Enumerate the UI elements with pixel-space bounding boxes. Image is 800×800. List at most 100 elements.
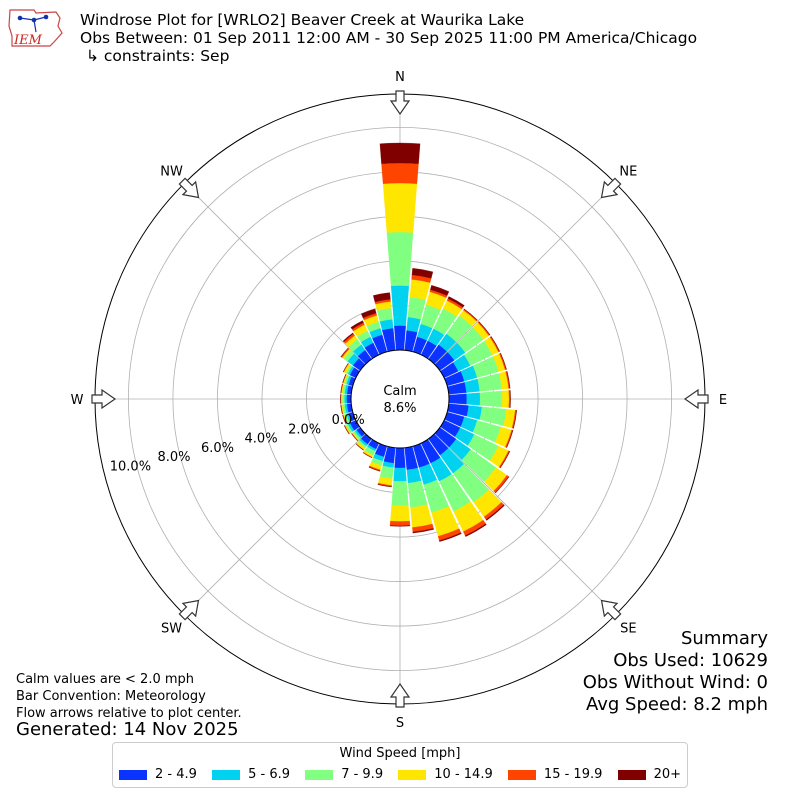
wind-bar: [464, 378, 480, 393]
summary-avg-speed: Avg Speed: 8.2 mph: [586, 694, 768, 715]
wind-bar: [501, 390, 510, 408]
legend-swatch: [305, 769, 334, 780]
grid-spoke: [184, 183, 366, 365]
legend-label: 7 - 9.9: [341, 767, 384, 782]
wind-bar: [430, 285, 450, 296]
wind-bar: [362, 452, 373, 459]
wind-bar: [411, 268, 434, 279]
compass-label: E: [719, 393, 727, 408]
wind-bar: [361, 308, 377, 319]
legend-label: 20+: [653, 767, 681, 782]
wind-bar: [390, 285, 410, 326]
wind-bar: [509, 390, 511, 408]
calm-note: Calm values are < 2.0 mph: [16, 672, 195, 687]
flow-arrow-icon: [600, 177, 622, 199]
wind-bar: [412, 528, 434, 534]
compass-label: SW: [161, 621, 182, 636]
wind-bar: [389, 520, 411, 527]
legend-label: 10 - 14.9: [434, 767, 493, 782]
wind-bar: [340, 347, 349, 358]
wind-bar: [390, 505, 410, 522]
legend-swatch: [398, 769, 427, 780]
radial-tick-label: 10.0%: [110, 459, 151, 474]
wind-bar: [341, 394, 345, 404]
grid-spoke: [184, 433, 366, 615]
radial-tick-label: 4.0%: [245, 432, 278, 447]
wind-bar: [391, 480, 409, 507]
legend: Wind Speed [mph] 2 - 4.9 5 - 6.9 7 - 9.9 10…: [112, 742, 688, 788]
chart-title: Windrose Plot for [WRLO2] Beaver Creek a…: [80, 11, 525, 29]
calm-value: 8.6%: [383, 401, 416, 416]
compass-label: N: [395, 70, 405, 85]
wind-bar: [394, 447, 406, 469]
wind-bar: [406, 316, 421, 333]
wind-bar: [506, 371, 511, 389]
compass-label: NE: [619, 165, 637, 180]
radial-tick-label: 0.0%: [332, 413, 365, 428]
wind-bar: [340, 404, 343, 415]
legend-swatch: [617, 769, 646, 780]
wind-bar: [409, 279, 431, 301]
grid-spoke: [434, 433, 616, 615]
wind-bar: [342, 332, 354, 343]
wind-bar: [463, 308, 478, 321]
legend-label: 2 - 4.9: [155, 767, 197, 782]
grid-circle: [127, 126, 673, 672]
wind-bar: [346, 394, 352, 404]
legend-item: 20+: [617, 767, 681, 782]
wind-bar: [512, 410, 517, 429]
wind-bar: [464, 523, 487, 537]
wind-bar: [406, 467, 422, 484]
wind-bar: [379, 142, 421, 164]
wind-bar: [410, 504, 433, 528]
legend-item: 7 - 9.9: [305, 767, 383, 782]
wind-bar: [478, 321, 491, 336]
compass-label: SE: [620, 621, 636, 636]
wind-bar: [379, 465, 394, 479]
wind-bar: [394, 325, 406, 351]
legend-item: 15 - 19.9: [507, 767, 602, 782]
flow-arrow-icon: [600, 599, 622, 621]
flow-arrows-note: Flow arrows relative to plot center.: [16, 706, 242, 721]
wind-bar: [343, 425, 350, 435]
summary-obs-without-wind: Obs Without Wind: 0: [582, 672, 768, 693]
bar-convention-note: Bar Convention: Meteorology: [16, 689, 206, 704]
wind-bar: [351, 433, 358, 442]
calm-label: Calm: [383, 384, 416, 399]
flow-arrow-icon: [389, 90, 411, 116]
wind-bar: [485, 504, 505, 521]
legend-item: 5 - 6.9: [212, 767, 290, 782]
wind-bar: [389, 525, 411, 527]
wind-bar: [439, 532, 462, 542]
wind-bar: [377, 483, 392, 488]
legend-item: 10 - 14.9: [398, 767, 493, 782]
compass-label: NW: [160, 165, 183, 180]
legend-label: 5 - 6.9: [248, 767, 290, 782]
flow-arrow-icon: [178, 177, 200, 199]
svg-text:IEM: IEM: [13, 33, 43, 48]
wind-bar: [447, 296, 465, 308]
legend-item: 2 - 4.9: [119, 767, 197, 782]
legend-swatch: [119, 769, 147, 780]
flow-arrow-icon: [389, 682, 411, 708]
wind-bar: [479, 390, 503, 408]
summary-heading: Summary: [681, 628, 768, 649]
wind-bar: [381, 162, 419, 184]
wind-bar: [340, 383, 343, 394]
wind-bar: [344, 394, 347, 404]
flow-arrow-icon: [683, 388, 709, 410]
wind-bar: [355, 443, 364, 451]
wind-bar: [466, 405, 483, 420]
wind-bar: [499, 451, 511, 469]
chart-subtitle: Obs Between: 01 Sep 2011 12:00 AM - 30 S…: [80, 29, 698, 47]
calm-circle: [350, 349, 450, 449]
radial-tick-label: 6.0%: [201, 441, 234, 456]
summary-obs-used: Obs Used: 10629: [613, 650, 768, 671]
generated-date: Generated: 14 Nov 2025: [16, 719, 239, 740]
wind-bar: [448, 393, 467, 405]
flow-arrow-icon: [91, 388, 117, 410]
wind-bar: [393, 467, 407, 482]
radial-tick-label: 2.0%: [288, 422, 321, 437]
wind-bar: [342, 363, 349, 373]
